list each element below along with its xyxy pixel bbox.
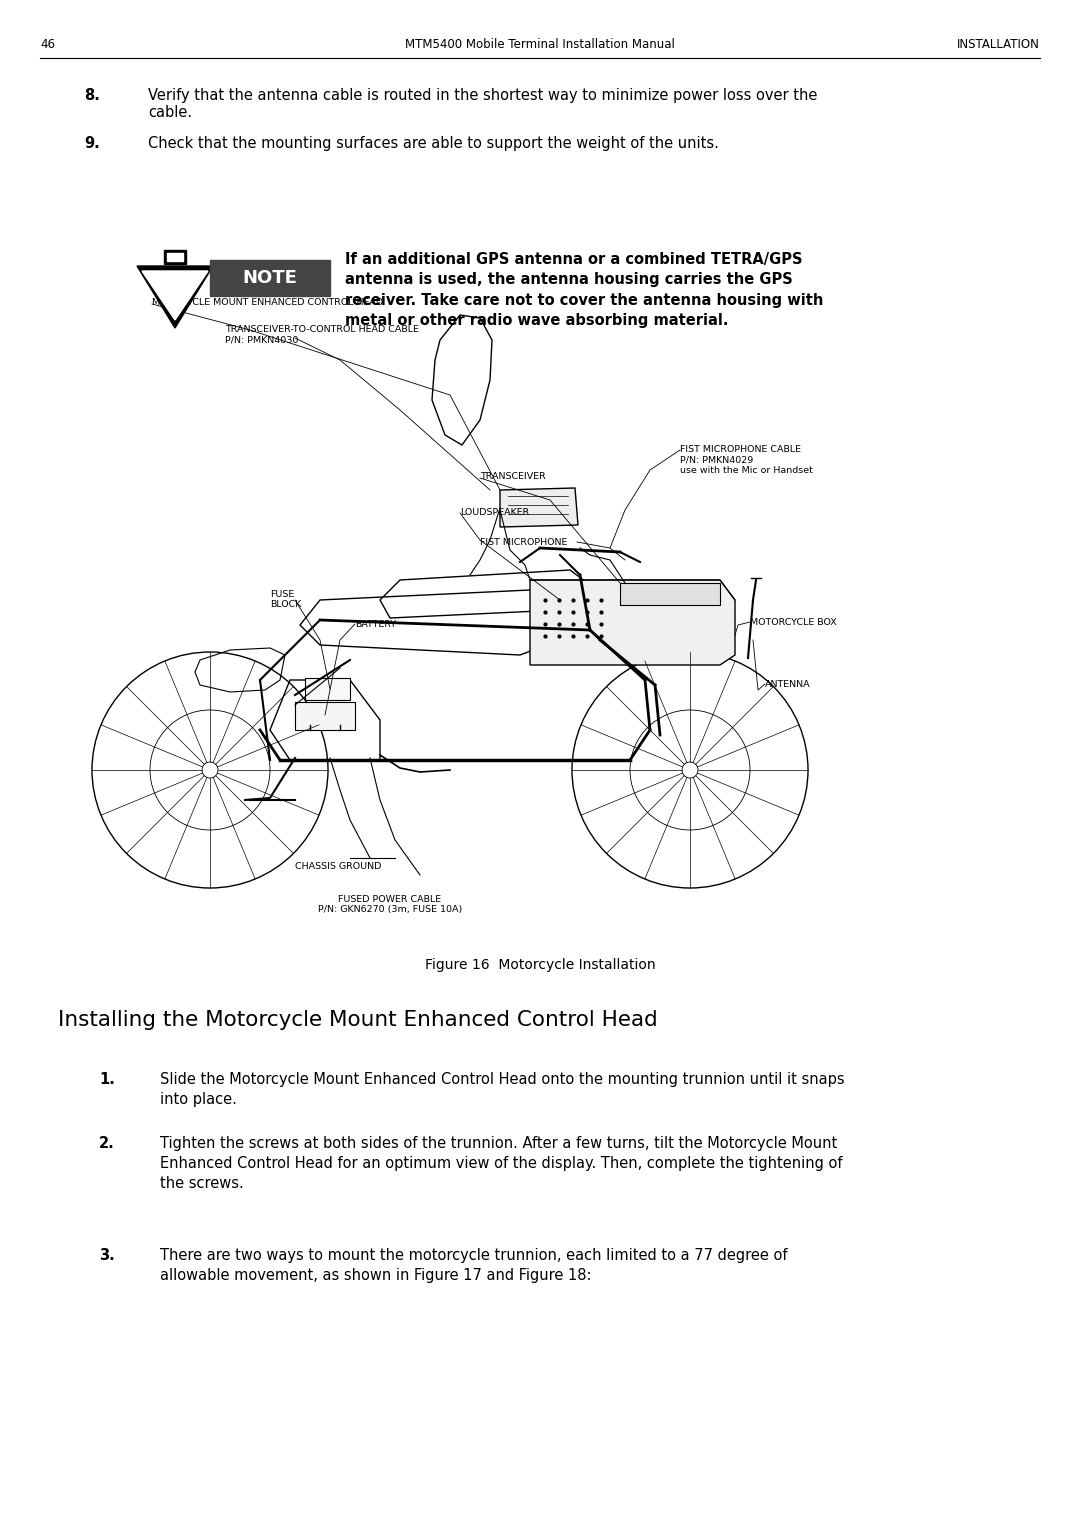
Text: NOTE: NOTE: [243, 269, 297, 287]
Polygon shape: [620, 584, 720, 605]
Text: MOTORCYCLE BOX: MOTORCYCLE BOX: [750, 617, 837, 626]
Polygon shape: [141, 270, 208, 319]
Text: 46: 46: [40, 38, 55, 50]
Text: TRANSCEIVER: TRANSCEIVER: [480, 472, 545, 481]
Polygon shape: [530, 581, 735, 665]
Text: Installing the Motorcycle Mount Enhanced Control Head: Installing the Motorcycle Mount Enhanced…: [58, 1010, 658, 1030]
Polygon shape: [500, 487, 578, 527]
Text: 9.: 9.: [84, 136, 100, 151]
Text: If an additional GPS antenna or a combined TETRA/GPS
antenna is used, the antenn: If an additional GPS antenna or a combin…: [345, 252, 823, 329]
Text: FUSED POWER CABLE
P/N: GKN6270 (3m, FUSE 10A): FUSED POWER CABLE P/N: GKN6270 (3m, FUSE…: [318, 895, 462, 914]
Text: INSTALLATION: INSTALLATION: [957, 38, 1040, 50]
Text: FIST MICROPHONE: FIST MICROPHONE: [480, 538, 567, 547]
Text: Slide the Motorcycle Mount Enhanced Control Head onto the mounting trunnion unti: Slide the Motorcycle Mount Enhanced Cont…: [160, 1073, 845, 1106]
Text: There are two ways to mount the motorcycle trunnion, each limited to a 77 degree: There are two ways to mount the motorcyc…: [160, 1248, 787, 1284]
Text: 2.: 2.: [99, 1135, 114, 1151]
Text: FUSE
BLOCK: FUSE BLOCK: [270, 590, 301, 610]
Text: Tighten the screws at both sides of the trunnion. After a few turns, tilt the Mo: Tighten the screws at both sides of the …: [160, 1135, 842, 1190]
Text: Figure 16  Motorcycle Installation: Figure 16 Motorcycle Installation: [424, 958, 656, 972]
Bar: [305, 678, 350, 700]
Text: BATTERY: BATTERY: [355, 620, 396, 630]
Text: ANTENNA: ANTENNA: [765, 680, 811, 689]
Bar: [164, 251, 186, 264]
Text: CHASSIS GROUND: CHASSIS GROUND: [295, 862, 381, 871]
Text: 3.: 3.: [99, 1248, 114, 1264]
Bar: [210, 260, 330, 296]
Text: 8.: 8.: [84, 89, 100, 102]
Bar: [295, 701, 355, 730]
Text: MTM5400 Mobile Terminal Installation Manual: MTM5400 Mobile Terminal Installation Man…: [405, 38, 675, 50]
Text: FIST MICROPHONE CABLE
P/N: PMKN4029
use with the Mic or Handset: FIST MICROPHONE CABLE P/N: PMKN4029 use …: [680, 445, 813, 475]
Text: LOUDSPEAKER: LOUDSPEAKER: [460, 507, 529, 516]
Text: MOTOCYCLE MOUNT ENHANCED CONTROL HEAD: MOTOCYCLE MOUNT ENHANCED CONTROL HEAD: [152, 298, 383, 307]
Text: Check that the mounting surfaces are able to support the weight of the units.: Check that the mounting surfaces are abl…: [148, 136, 719, 151]
Text: Verify that the antenna cable is routed in the shortest way to minimize power lo: Verify that the antenna cable is routed …: [148, 89, 818, 121]
Text: 1.: 1.: [99, 1073, 114, 1086]
Text: TRANSCEIVER-TO-CONTROL HEAD CABLE
P/N: PMKN4030: TRANSCEIVER-TO-CONTROL HEAD CABLE P/N: P…: [225, 325, 419, 344]
Bar: [167, 254, 183, 261]
Polygon shape: [137, 266, 213, 329]
